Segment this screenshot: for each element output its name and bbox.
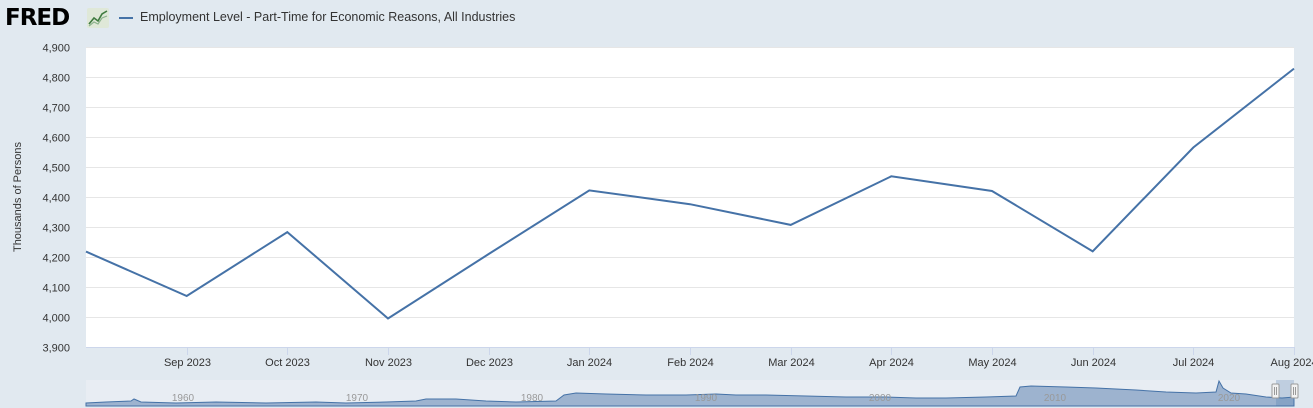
x-tick-label: Feb 2024 xyxy=(667,357,713,369)
y-axis-title: Thousands of Persons xyxy=(12,141,24,252)
y-tick-label: 4,500 xyxy=(42,163,70,175)
x-tick-label: Jun 2024 xyxy=(1071,357,1116,369)
y-tick-label: 4,600 xyxy=(42,133,70,145)
x-tick-label: Oct 2023 xyxy=(265,357,310,369)
y-tick-label: 4,400 xyxy=(42,193,70,205)
fred-logo[interactable]: FRED xyxy=(5,5,70,31)
y-tick-label: 3,900 xyxy=(42,343,70,355)
x-tick-label: May 2024 xyxy=(968,357,1016,369)
y-tick-label: 4,700 xyxy=(42,103,70,115)
legend-label: Employment Level - Part-Time for Economi… xyxy=(140,10,516,24)
x-tick-label: Sep 2023 xyxy=(164,357,211,369)
x-tick-label: Jul 2024 xyxy=(1173,357,1215,369)
y-tick-label: 4,900 xyxy=(42,43,70,55)
navigator-year-label: 1980 xyxy=(521,393,544,404)
x-tick-label: Mar 2024 xyxy=(768,357,814,369)
y-tick-label: 4,300 xyxy=(42,223,70,235)
navigator-handle-right[interactable] xyxy=(1290,383,1299,399)
navigator-year-label: 1960 xyxy=(172,393,195,404)
navigator-year-label: 2010 xyxy=(1044,393,1067,404)
navigator-year-label: 2000 xyxy=(869,393,892,404)
navigator-year-label: 1990 xyxy=(695,393,718,404)
navigator-series-area xyxy=(85,379,1295,407)
x-tick-label: Jan 2024 xyxy=(567,357,612,369)
navigator-year-label: 2020 xyxy=(1218,393,1241,404)
y-tick-label: 4,100 xyxy=(42,283,70,295)
legend-swatch xyxy=(119,17,133,19)
navigator-year-labels: 1960 1970 1980 1990 2000 2010 2020 xyxy=(172,393,1241,404)
y-tick-label: 4,000 xyxy=(42,313,70,325)
chart-header: FRED Employment Level - Part-Time for Ec… xyxy=(0,0,1313,36)
y-axis: 3,900 4,000 4,100 4,200 4,300 4,400 4,500 4,600… xyxy=(42,43,70,355)
navigator[interactable]: 1960 1970 1980 1990 2000 2010 2020 xyxy=(85,379,1299,407)
x-tick-label: Dec 2023 xyxy=(466,357,513,369)
fred-logo-graph-icon xyxy=(87,8,109,28)
series-points xyxy=(85,68,1295,319)
y-tick-label: 4,200 xyxy=(42,253,70,265)
x-tick-label: Nov 2023 xyxy=(365,357,412,369)
navigator-year-label: 1970 xyxy=(346,393,369,404)
navigator-handle-left[interactable] xyxy=(1271,383,1280,399)
x-tick-label: Apr 2024 xyxy=(869,357,914,369)
y-tick-label: 4,800 xyxy=(42,73,70,85)
x-tick-label: Aug 2024 xyxy=(1271,357,1313,369)
navigator-selection[interactable] xyxy=(1276,380,1294,406)
x-axis: Sep 2023 Oct 2023 Nov 2023 Dec 2023 Jan 2024… xyxy=(86,347,1313,369)
